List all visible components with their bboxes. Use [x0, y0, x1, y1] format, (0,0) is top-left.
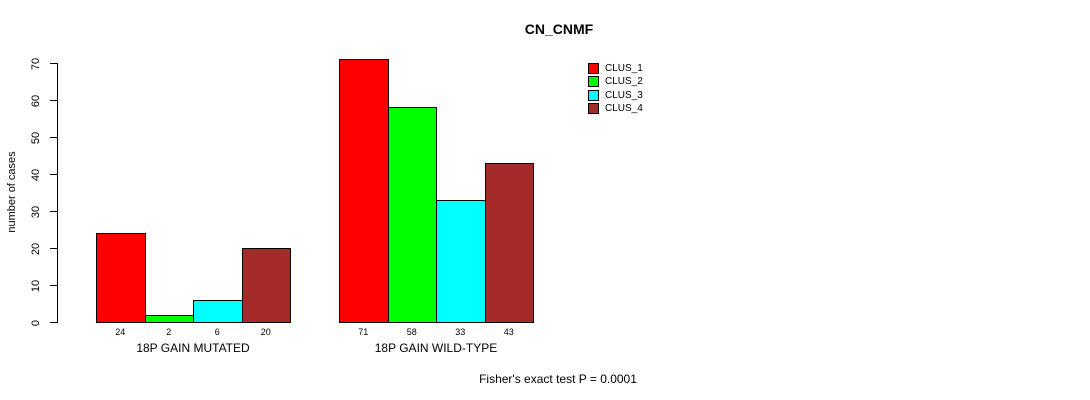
y-tick-mark: [50, 285, 57, 286]
legend-label: CLUS_3: [605, 89, 643, 101]
y-tick-label: 70: [30, 57, 42, 70]
y-tick-mark: [50, 174, 57, 175]
bar-clus_1-group1: [96, 233, 146, 323]
legend-label: CLUS_2: [605, 76, 643, 88]
bar-clus_1-group2: [339, 59, 389, 323]
y-tick-label: 40: [30, 168, 42, 181]
bar-clus_3-group1: [193, 299, 243, 323]
bar-clus_2-group2: [387, 107, 437, 323]
y-tick-label: 10: [30, 279, 42, 292]
legend-item-clus_2: CLUS_2: [588, 75, 643, 88]
legend-label: CLUS_1: [605, 63, 643, 75]
legend: CLUS_1 CLUS_2 CLUS_3 CLUS_4: [588, 62, 643, 115]
legend-item-clus_1: CLUS_1: [588, 62, 643, 75]
bar-value-label: 71: [358, 327, 369, 337]
y-axis-label: number of cases: [6, 151, 18, 233]
bar-value-label: 33: [455, 327, 466, 337]
y-tick-label: 0: [30, 319, 42, 326]
bar-value-label: 6: [214, 327, 220, 337]
legend-swatch-clus_2: [588, 76, 599, 88]
legend-swatch-clus_4: [588, 103, 599, 115]
bar-clus_2-group1: [144, 314, 194, 323]
y-tick-mark: [50, 100, 57, 101]
y-tick-mark: [50, 248, 57, 249]
y-tick-label: 50: [30, 131, 42, 144]
y-tick-mark: [50, 322, 57, 323]
legend-label: CLUS_4: [605, 103, 643, 115]
y-tick-label: 20: [30, 242, 42, 255]
bar-value-label: 2: [166, 327, 172, 337]
y-axis-line: [57, 63, 58, 323]
bar-value-label: 43: [503, 327, 514, 337]
y-tick-label: 60: [30, 94, 42, 107]
x-group-label: 18P GAIN WILD-TYPE: [374, 341, 498, 355]
legend-swatch-clus_3: [588, 89, 599, 101]
x-group-label: 18P GAIN MUTATED: [136, 341, 250, 355]
y-tick-mark: [50, 63, 57, 64]
bar-clus_4-group1: [241, 248, 291, 323]
y-tick-mark: [50, 137, 57, 138]
legend-item-clus_4: CLUS_4: [588, 102, 643, 115]
bar-value-label: 58: [406, 327, 417, 337]
bar-value-label: 24: [115, 327, 126, 337]
y-tick-label: 30: [30, 205, 42, 218]
legend-item-clus_3: CLUS_3: [588, 89, 643, 102]
annotation-fisher-test: Fisher's exact test P = 0.0001: [479, 372, 637, 386]
y-tick-mark: [50, 211, 57, 212]
legend-swatch-clus_1: [588, 63, 599, 75]
bar-value-label: 20: [260, 327, 271, 337]
bar-clus_4-group2: [484, 162, 534, 323]
bar-clus_3-group2: [436, 199, 486, 323]
chart-title: CN_CNMF: [524, 21, 594, 37]
